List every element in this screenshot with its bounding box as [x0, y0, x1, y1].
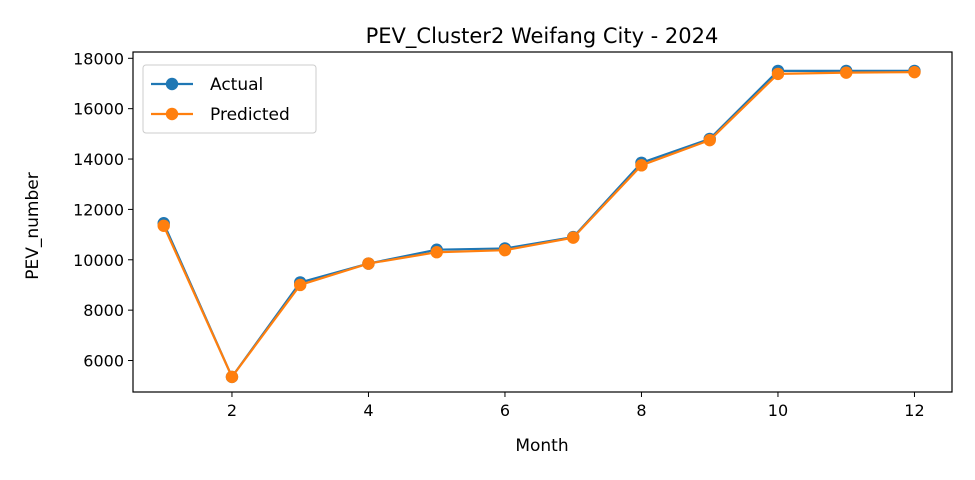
x-tick-label: 8: [636, 401, 646, 420]
data-point-predicted: [430, 246, 443, 259]
x-tick-label: 12: [904, 401, 924, 420]
series-line-actual: [162, 69, 915, 378]
y-tick-label: 8000: [83, 301, 124, 320]
data-point-predicted: [294, 278, 307, 292]
data-point-predicted: [840, 66, 853, 79]
y-tick-label: 16000: [73, 100, 124, 119]
legend-marker-actual: [165, 77, 179, 91]
data-point-predicted: [703, 133, 716, 147]
legend-marker-predicted: [165, 107, 179, 121]
x-tick-label: 10: [768, 401, 788, 420]
data-point-predicted: [567, 231, 580, 244]
data-point-predicted: [498, 244, 512, 257]
x-tick-label: 6: [500, 401, 510, 420]
y-axis-label: PEV_number: [23, 172, 43, 279]
y-axis: 6000 8000 10000 12000 14000 16000 18000: [73, 49, 133, 371]
x-axis: 2 4 6 8 10 12: [227, 392, 925, 420]
y-tick-label: 12000: [73, 200, 124, 219]
chart-title: PEV_Cluster2 Weifang City - 2024: [366, 24, 719, 49]
y-tick-label: 18000: [73, 49, 124, 68]
series-layer: [157, 64, 921, 384]
series-line-predicted: [162, 71, 915, 378]
data-point-predicted: [635, 159, 648, 172]
data-point-predicted: [771, 67, 785, 81]
data-point-predicted: [908, 65, 921, 79]
data-point-predicted: [362, 257, 375, 270]
legend: Actual Predicted: [142, 64, 317, 134]
y-tick-label: 14000: [73, 150, 124, 169]
data-point-predicted: [157, 219, 170, 232]
legend-label-predicted: Predicted: [210, 105, 290, 125]
legend-box: [142, 64, 317, 134]
x-axis-label: Month: [515, 436, 568, 456]
data-point-predicted: [225, 370, 239, 384]
y-tick-label: 6000: [83, 352, 124, 371]
legend-label-actual: Actual: [210, 75, 263, 95]
x-tick-label: 2: [227, 401, 237, 420]
y-tick-label: 10000: [73, 251, 124, 270]
x-tick-label: 4: [363, 401, 373, 420]
